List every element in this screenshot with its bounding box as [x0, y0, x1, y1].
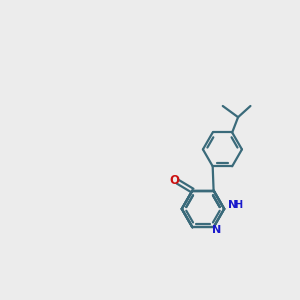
Text: O: O — [169, 174, 179, 187]
Text: N: N — [212, 225, 221, 235]
Text: H: H — [234, 200, 242, 210]
Text: N: N — [228, 200, 237, 210]
